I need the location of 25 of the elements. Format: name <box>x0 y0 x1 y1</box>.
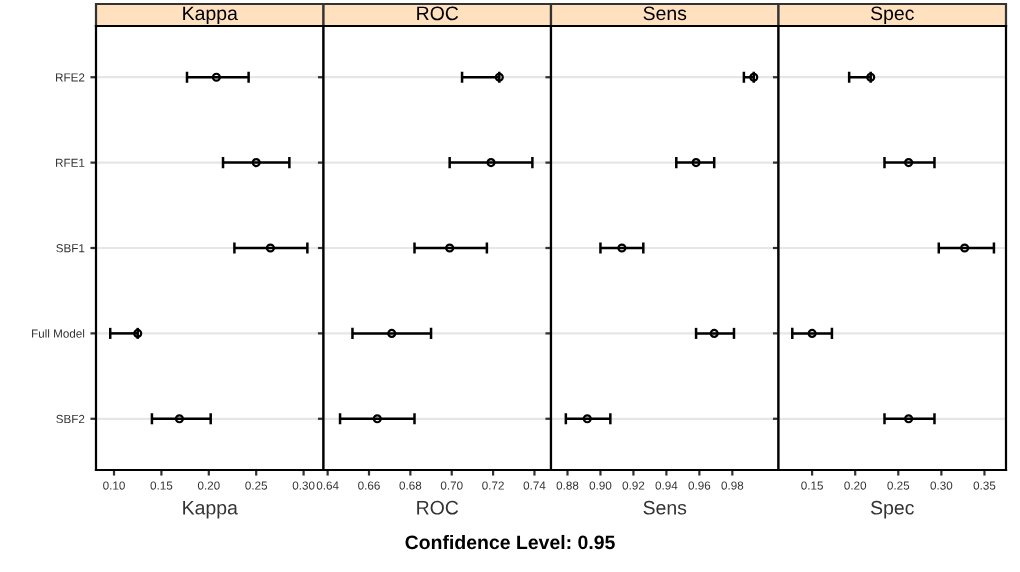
point <box>904 158 914 168</box>
x-axis-title: Sens <box>643 500 687 515</box>
point <box>211 72 221 82</box>
point <box>174 414 184 424</box>
chart-title: Kappa <box>183 6 238 25</box>
point <box>691 158 701 168</box>
point <box>807 328 817 338</box>
point <box>251 158 261 168</box>
x-axis-title: Kappa <box>183 501 238 519</box>
point <box>904 414 914 424</box>
x-axis-title: ROC <box>417 500 459 515</box>
text: Confidence Level: 0.95 <box>405 534 615 550</box>
point <box>387 328 397 338</box>
point <box>709 328 719 338</box>
chart-title: Spec <box>870 6 914 25</box>
point <box>486 158 496 168</box>
chart-title: ROC <box>417 6 459 21</box>
x-axis-title: Spec <box>870 500 914 519</box>
point <box>617 243 627 253</box>
point <box>372 414 382 424</box>
chart-title: Sens <box>643 6 687 21</box>
point <box>582 414 592 424</box>
point <box>265 243 275 253</box>
point <box>960 243 970 253</box>
point <box>445 243 455 253</box>
